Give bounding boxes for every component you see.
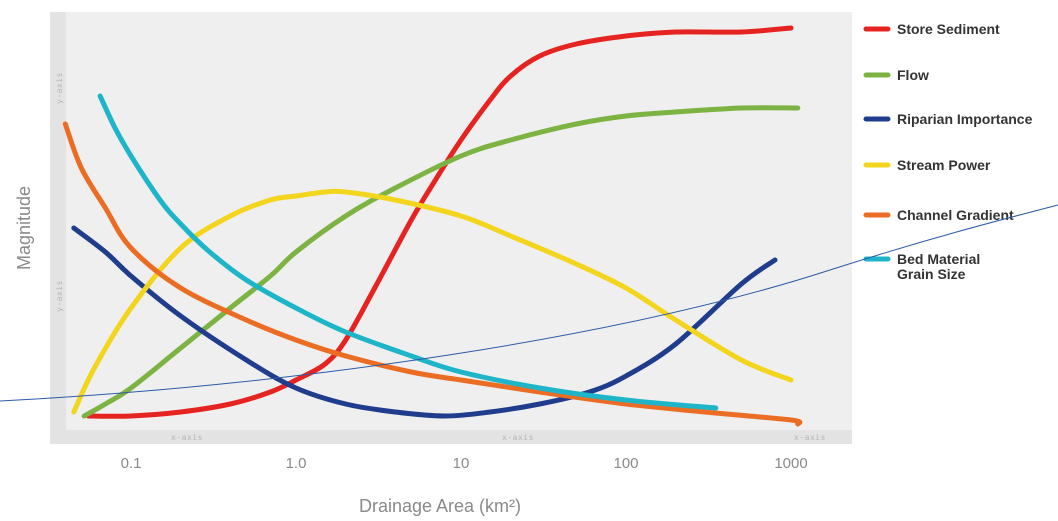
series-line [97, 93, 719, 411]
x-tick-labels: 0.1 1.0 10 100 1000 [121, 455, 808, 472]
x-axis-title: Drainage Area (km²) [359, 496, 521, 516]
series-lines [62, 25, 803, 427]
legend-label: Stream Power [897, 157, 991, 173]
left-axis-band [50, 12, 66, 444]
x-tick-label: 0.1 [121, 455, 142, 472]
legend-label: Grain Size [897, 266, 966, 282]
x-axis-tag: x-axis [171, 433, 203, 442]
series-line [71, 188, 794, 415]
legend: Store Sediment Flow Riparian Importance Str… [863, 21, 1033, 282]
y-axis-title: Magnitude [14, 186, 34, 270]
series-line [62, 121, 803, 427]
x-axis-tag: x-axis [502, 433, 534, 442]
bottom-axis-band [50, 430, 852, 444]
decorative-arc [0, 204, 1058, 402]
legend-label: Store Sediment [897, 21, 1000, 37]
x-axis-tag: x-axis [794, 433, 826, 442]
y-axis-tag: y-axis [55, 280, 64, 312]
x-tick-label: 1.0 [286, 455, 307, 472]
y-axis-tag: y-axis [55, 72, 64, 104]
x-tick-label: 100 [613, 455, 638, 472]
legend-label: Channel Gradient [897, 207, 1014, 223]
legend-label: Flow [897, 67, 929, 83]
series-line [85, 25, 794, 419]
x-tick-label: 1000 [774, 455, 807, 472]
plot-area [66, 12, 852, 432]
legend-label: Riparian Importance [897, 111, 1033, 127]
series-line [71, 225, 778, 419]
x-tick-label: 10 [453, 455, 470, 472]
legend-label: Bed Material [897, 251, 980, 267]
